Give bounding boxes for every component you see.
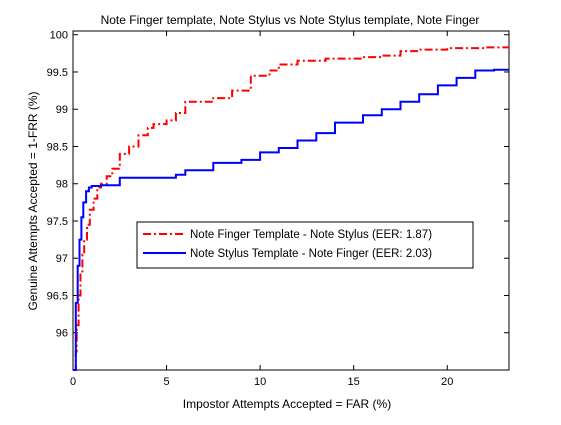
legend-label-stylus-template: Note Stylus Template - Note Finger (EER:… — [190, 248, 432, 260]
plot-frame — [72, 30, 510, 371]
chart-title: Note Finger template, Note Stylus vs Not… — [101, 13, 480, 27]
y-axis-label: Genuine Attempts Accepted = 1-FRR (%) — [26, 91, 40, 310]
legend-box — [136, 221, 474, 269]
series-layer — [73, 46, 509, 371]
series-line-0 — [73, 46, 509, 371]
y-tick-label: 99.5 — [47, 67, 68, 79]
y-tick-label: 97.5 — [47, 216, 68, 228]
x-tick-label: 5 — [163, 376, 169, 388]
x-tick-label: 0 — [70, 376, 76, 388]
y-tick-label: 98 — [56, 179, 68, 191]
x-axis-ticks: 0 5 10 15 20 — [70, 31, 453, 388]
x-tick-label: 15 — [348, 376, 360, 388]
legend-label-finger-template: Note Finger Template - Note Stylus (EER:… — [190, 229, 432, 241]
y-tick-label: 97 — [56, 253, 68, 265]
y-tick-label: 100 — [50, 30, 68, 42]
y-tick-label: 96.5 — [47, 290, 68, 302]
y-tick-label: 99 — [56, 104, 68, 116]
plot-area — [72, 30, 510, 371]
series-line-1 — [73, 68, 509, 371]
legend: Note Finger Template - Note Stylus (EER:… — [136, 221, 474, 269]
x-tick-label: 10 — [254, 376, 266, 388]
x-axis-label: Impostor Attempts Accepted = FAR (%) — [183, 397, 391, 411]
y-axis-ticks: 96 96.5 97 97.5 98 98.5 99 99.5 100 — [47, 30, 509, 340]
y-tick-label: 96 — [56, 328, 68, 340]
y-tick-label: 98.5 — [47, 141, 68, 153]
x-tick-label: 20 — [441, 376, 453, 388]
